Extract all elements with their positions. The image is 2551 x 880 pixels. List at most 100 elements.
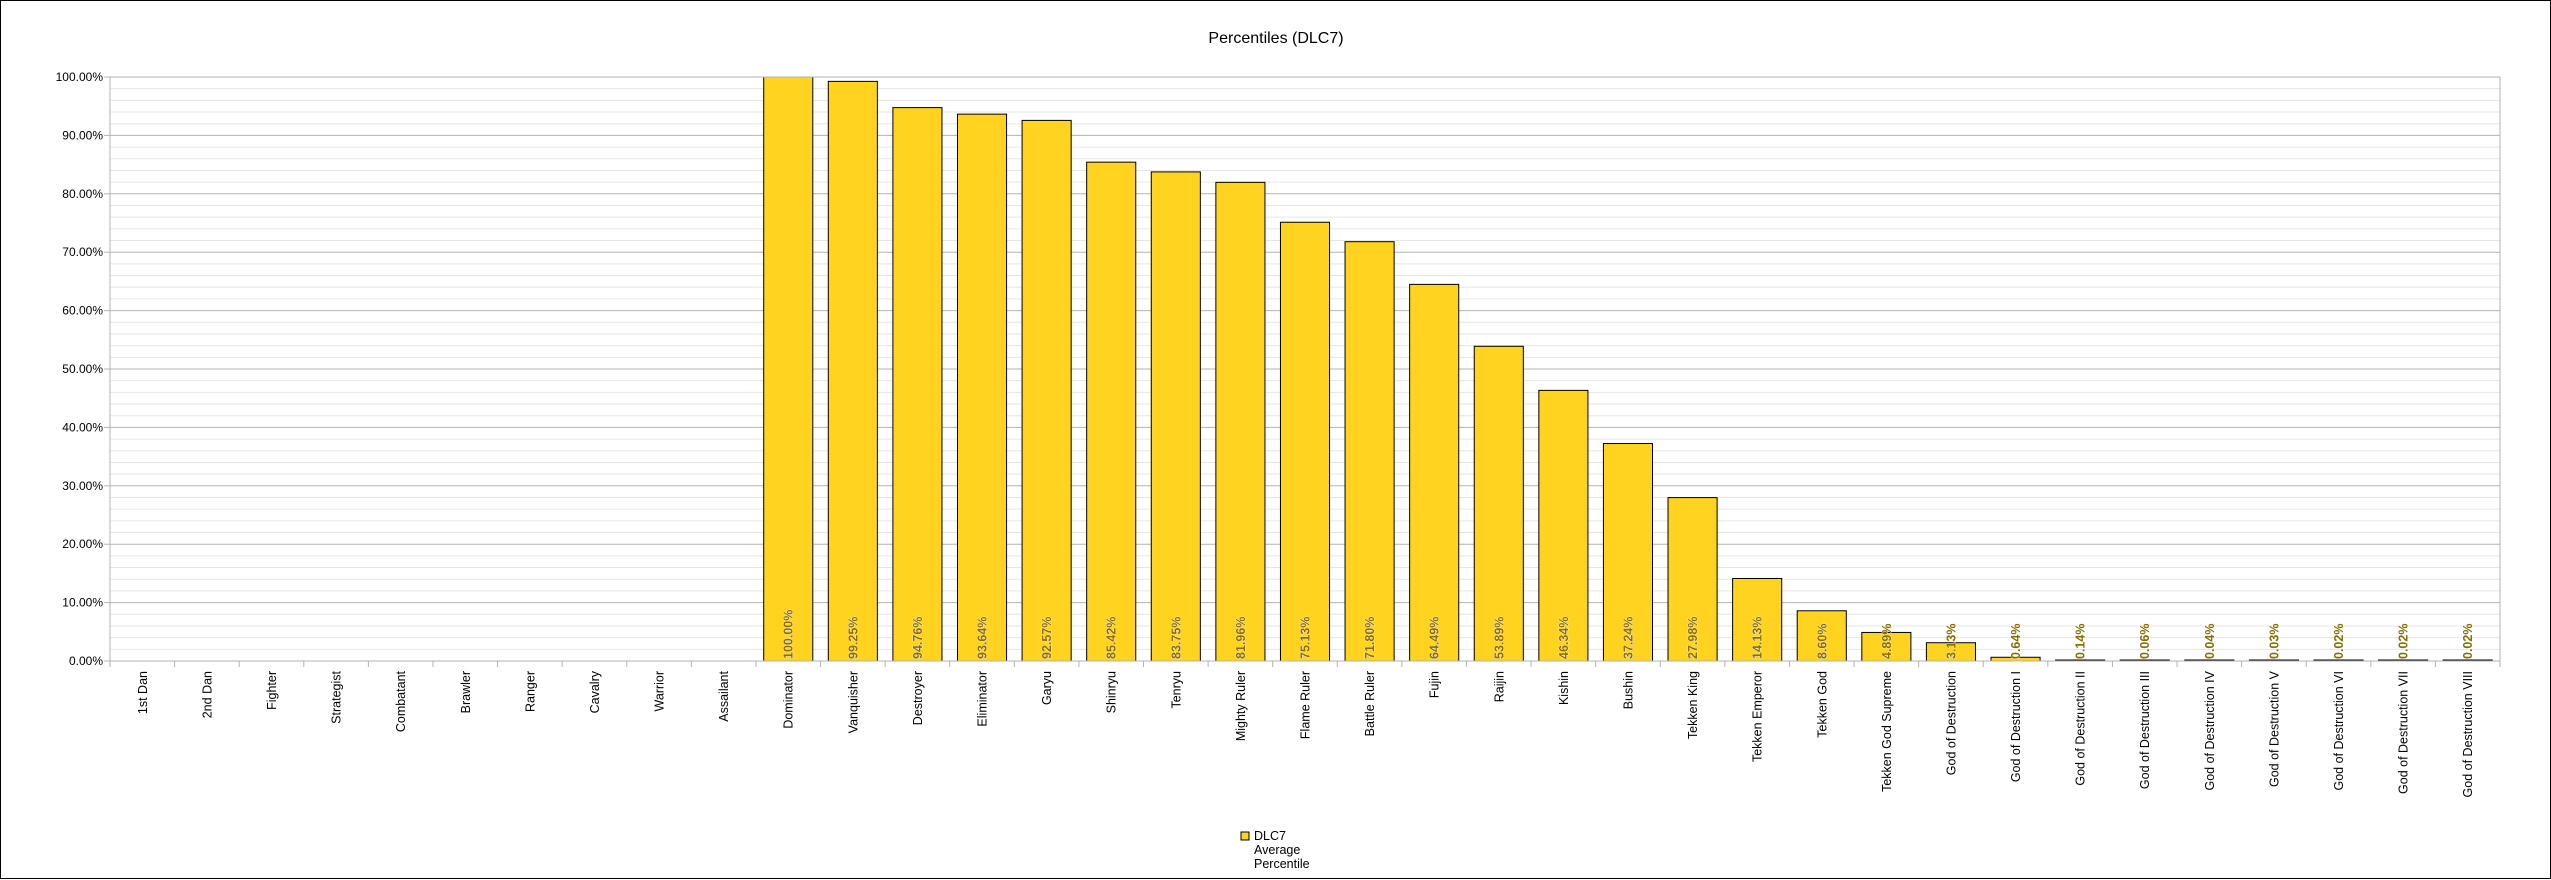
category-label: God of Destruction I bbox=[2009, 671, 2023, 782]
data-label: 100.00% bbox=[782, 610, 796, 659]
data-label: 37.24% bbox=[1621, 617, 1635, 659]
data-label: 3.13% bbox=[1944, 624, 1958, 659]
bar bbox=[1667, 497, 1718, 662]
y-tick-label: 70.00% bbox=[62, 245, 103, 259]
category-label: God of Destruction bbox=[1944, 671, 1958, 775]
data-label: 92.57% bbox=[1040, 617, 1054, 659]
data-label: 0.03% bbox=[2267, 624, 2281, 659]
y-tick-label: 30.00% bbox=[62, 479, 103, 493]
data-label: 71.80% bbox=[1363, 617, 1377, 659]
category-label: 2nd Dan bbox=[200, 671, 214, 718]
y-tick-label: 100.00% bbox=[56, 70, 104, 84]
data-label: 46.34% bbox=[1557, 617, 1571, 659]
category-label: Brawler bbox=[459, 671, 473, 713]
bar bbox=[1538, 389, 1589, 662]
bar bbox=[1279, 221, 1331, 662]
legend-swatch bbox=[1240, 831, 1250, 841]
data-label: 0.64% bbox=[2009, 624, 2023, 659]
bar bbox=[763, 76, 814, 662]
category-label: Tekken Emperor bbox=[1751, 671, 1765, 762]
bar bbox=[1602, 443, 1654, 662]
chart-title: Percentiles (DLC7) bbox=[1208, 30, 1343, 47]
bar bbox=[1861, 631, 1912, 662]
category-label: Tekken God bbox=[1815, 671, 1829, 738]
bar bbox=[892, 107, 943, 662]
bar bbox=[1344, 241, 1395, 662]
data-label: 14.13% bbox=[1751, 617, 1765, 659]
data-label: 99.25% bbox=[846, 617, 860, 659]
category-label: Strategist bbox=[330, 670, 344, 723]
category-label: Tekken King bbox=[1686, 671, 1700, 739]
data-label: 0.02% bbox=[2332, 624, 2346, 659]
category-label: Mighty Ruler bbox=[1234, 671, 1248, 741]
category-label: Ranger bbox=[523, 671, 537, 712]
category-label: Shinryu bbox=[1105, 671, 1119, 713]
category-label: God of Destruction VII bbox=[2397, 671, 2411, 794]
bar bbox=[1473, 345, 1524, 662]
data-label: 85.42% bbox=[1105, 617, 1119, 659]
category-label: God of Destruction IV bbox=[2203, 670, 2217, 790]
bar bbox=[1732, 577, 1783, 662]
y-tick-label: 60.00% bbox=[62, 304, 103, 318]
data-label: 53.89% bbox=[1492, 617, 1506, 659]
category-label: God of Destruction III bbox=[2138, 671, 2152, 789]
category-label: Bushin bbox=[1621, 671, 1635, 709]
category-label: Kishin bbox=[1557, 671, 1571, 705]
data-label: 75.13% bbox=[1299, 617, 1313, 659]
y-tick-label: 50.00% bbox=[62, 362, 103, 376]
bar bbox=[1150, 171, 1201, 662]
data-label: 93.64% bbox=[976, 617, 990, 659]
bars: 100.00% 99.25% 94.76% 93.64% 92.57% 85.42% 83.… bbox=[763, 76, 2493, 662]
category-label: Tekken God Supreme bbox=[1880, 671, 1894, 792]
bar bbox=[827, 80, 878, 662]
category-label: Dominator bbox=[782, 671, 796, 729]
category-label: Destroyer bbox=[911, 671, 925, 725]
category-label: Battle Ruler bbox=[1363, 671, 1377, 736]
data-label: 64.49% bbox=[1428, 617, 1442, 659]
bar bbox=[1215, 181, 1266, 662]
data-label: 0.14% bbox=[2074, 624, 2088, 659]
data-label: 8.60% bbox=[1815, 624, 1829, 659]
category-label: God of Destruction II bbox=[2074, 671, 2088, 786]
axes: 0.00% 10.00% 20.00% 30.00% 40.00% 50.00% 60.00… bbox=[56, 70, 2501, 797]
data-label: 83.75% bbox=[1169, 617, 1183, 659]
category-label: Flame Ruler bbox=[1299, 671, 1313, 739]
bar bbox=[1021, 119, 1072, 662]
bar bbox=[1086, 161, 1137, 662]
category-label: Assailant bbox=[717, 670, 731, 721]
data-label: 0.04% bbox=[2203, 624, 2217, 659]
category-label: Warrior bbox=[653, 671, 667, 712]
category-label: Fujin bbox=[1428, 671, 1442, 698]
data-label: 0.02% bbox=[2461, 624, 2475, 659]
category-label: 1st Dan bbox=[136, 671, 150, 714]
y-tick-label: 40.00% bbox=[62, 420, 103, 434]
category-label: Combatant bbox=[394, 670, 408, 732]
legend-label: DLC7 bbox=[1254, 829, 1286, 843]
bar bbox=[1796, 610, 1847, 662]
category-label: Raijin bbox=[1492, 671, 1506, 702]
plot-border bbox=[109, 76, 2501, 662]
category-label: Fighter bbox=[265, 671, 279, 710]
y-tick-label: 90.00% bbox=[62, 128, 103, 142]
legend-label: Average bbox=[1254, 843, 1300, 857]
data-label: 94.76% bbox=[911, 617, 925, 659]
bar bbox=[1409, 283, 1460, 662]
category-label: Eliminator bbox=[976, 671, 990, 727]
y-tick-label: 10.00% bbox=[62, 596, 103, 610]
data-label: 0.06% bbox=[2138, 624, 2152, 659]
y-tick-label: 0.00% bbox=[69, 654, 103, 668]
category-label: Garyu bbox=[1040, 671, 1054, 705]
y-tick-label: 80.00% bbox=[62, 187, 103, 201]
data-label: 0.02% bbox=[2397, 624, 2411, 659]
legend-label: Percentile bbox=[1254, 857, 1310, 871]
category-label: Vanquisher bbox=[846, 671, 860, 733]
category-label: Tenryu bbox=[1169, 671, 1183, 709]
data-label: 4.89% bbox=[1880, 624, 1894, 659]
category-label: God of Destruction VI bbox=[2332, 671, 2346, 791]
y-tick-label: 20.00% bbox=[62, 537, 103, 551]
bar bbox=[956, 113, 1008, 662]
data-label: 27.98% bbox=[1686, 617, 1700, 659]
